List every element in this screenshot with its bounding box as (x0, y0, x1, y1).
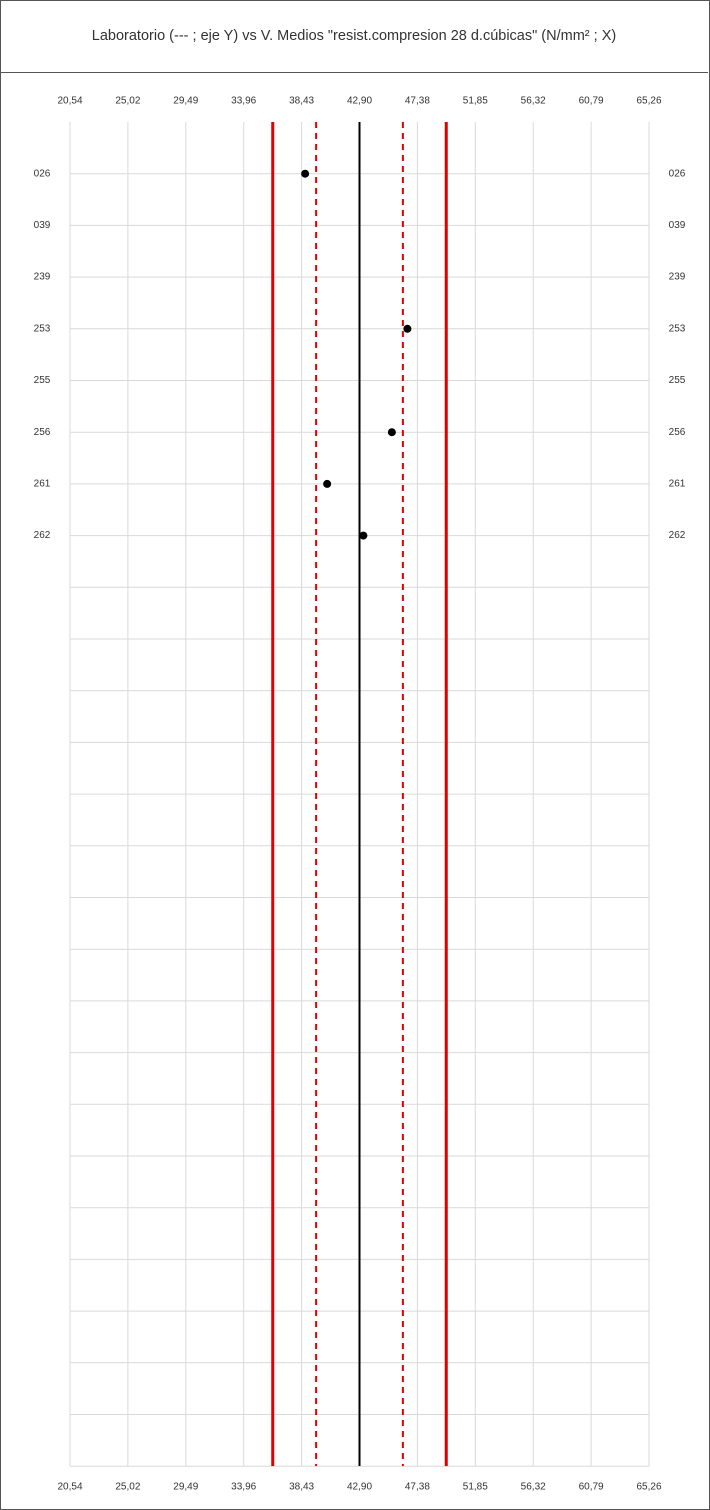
x-tick-label-top: 20,54 (57, 96, 82, 107)
data-point-262 (359, 531, 368, 540)
x-tick-label-top: 38,43 (289, 96, 314, 107)
y-tick-label-right: 256 (669, 427, 686, 438)
x-tick-label-top: 56,32 (521, 96, 546, 107)
x-tick-label-bottom: 60,79 (579, 1482, 604, 1493)
y-tick-label-right: 239 (669, 272, 686, 283)
y-tick-label-right: 253 (669, 323, 686, 334)
y-tick-label-left: 026 (34, 168, 51, 179)
x-tick-label-bottom: 25,02 (115, 1482, 140, 1493)
y-tick-label-left: 253 (34, 323, 51, 334)
data-point-253 (403, 324, 412, 333)
y-tick-label-left: 239 (34, 272, 51, 283)
x-tick-label-bottom: 38,43 (289, 1482, 314, 1493)
y-tick-label-left: 255 (34, 375, 51, 386)
x-tick-label-bottom: 51,85 (463, 1482, 488, 1493)
y-tick-label-left: 262 (34, 530, 51, 541)
x-tick-label-top: 60,79 (579, 96, 604, 107)
x-tick-label-top: 47,38 (405, 96, 430, 107)
data-points (301, 169, 412, 540)
data-point-256 (387, 428, 396, 437)
x-tick-label-bottom: 29,49 (173, 1482, 198, 1493)
x-tick-label-top: 42,90 (347, 96, 372, 107)
y-tick-label-right: 261 (669, 479, 686, 490)
data-point-026 (301, 169, 310, 178)
y-tick-label-right: 262 (669, 530, 686, 541)
y-tick-label-left: 039 (34, 220, 51, 231)
y-tick-label-right: 039 (669, 220, 686, 231)
x-tick-label-bottom: 33,96 (231, 1482, 256, 1493)
reference-lines (271, 122, 448, 1466)
x-tick-label-top: 29,49 (173, 96, 198, 107)
x-tick-label-top: 33,96 (231, 96, 256, 107)
x-tick-label-bottom: 47,38 (405, 1482, 430, 1493)
chart-title: Laboratorio (--- ; eje Y) vs V. Medios "… (0, 0, 708, 73)
x-tick-label-top: 25,02 (115, 96, 140, 107)
y-tick-label-left: 261 (34, 479, 51, 490)
x-tick-label-top: 65,26 (636, 96, 661, 107)
x-tick-label-bottom: 56,32 (521, 1482, 546, 1493)
y-tick-label-right: 255 (669, 375, 686, 386)
axis-labels: 20,54 20,54 25,02 25,02 29,49 29,49 33,96 33,96… (34, 96, 686, 1493)
y-tick-label-left: 256 (34, 427, 51, 438)
data-point-261 (323, 479, 332, 488)
x-tick-label-bottom: 20,54 (57, 1482, 82, 1493)
x-tick-label-top: 51,85 (463, 96, 488, 107)
scatter-chart: 20,54 20,54 25,02 25,02 29,49 29,49 33,96 33,96… (34, 96, 686, 1493)
y-tick-label-right: 026 (669, 168, 686, 179)
x-tick-label-bottom: 42,90 (347, 1482, 372, 1493)
x-tick-label-bottom: 65,26 (636, 1482, 661, 1493)
